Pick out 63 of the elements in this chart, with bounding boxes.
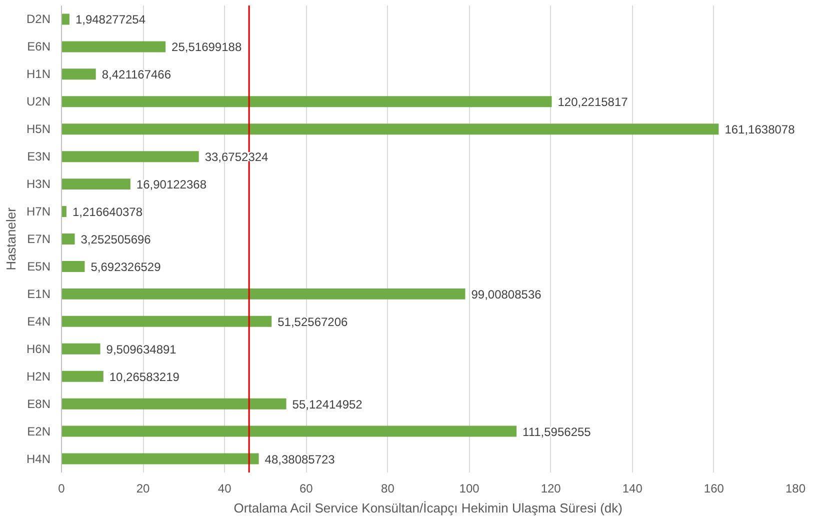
y-tick-label: H6N <box>26 342 51 356</box>
bar <box>62 316 272 327</box>
x-tick-label: 20 <box>136 482 150 496</box>
data-label: 16,90122368 <box>136 178 207 192</box>
bar <box>62 370 104 382</box>
bar <box>62 426 517 437</box>
bar <box>62 343 100 354</box>
y-tick-label: H5N <box>26 122 51 136</box>
bar <box>62 178 130 190</box>
y-tick-label: E6N <box>27 40 50 54</box>
bar <box>62 398 286 410</box>
y-tick-label: D2N <box>26 12 51 26</box>
y-axis-title: Hastaneler <box>3 206 18 270</box>
bar <box>62 124 719 135</box>
x-tick-label: 140 <box>622 482 643 496</box>
data-label: 51,52567206 <box>278 314 348 329</box>
data-label: 5,692326529 <box>90 260 162 274</box>
data-label: 111,5956255 <box>522 424 592 439</box>
data-label: 1,216640378 <box>72 205 143 220</box>
bar <box>62 288 466 300</box>
y-tick-label: H3N <box>26 177 51 192</box>
data-label: 9,509634891 <box>106 342 177 356</box>
y-tick-label: E7N <box>27 232 50 246</box>
y-tick-label: H7N <box>26 204 51 219</box>
y-tick-label: H2N <box>26 369 51 384</box>
x-tick-label: 80 <box>381 482 395 496</box>
x-tick-label: 0 <box>58 482 66 496</box>
y-tick-label: H4N <box>26 452 51 466</box>
bar <box>62 453 259 464</box>
data-label: 55,12414952 <box>292 397 363 412</box>
bar <box>62 14 70 25</box>
x-tick-label: 40 <box>218 482 232 496</box>
bar <box>62 151 199 162</box>
data-label: 48,38085723 <box>264 452 336 466</box>
bar <box>62 206 66 218</box>
data-label: 1,948277254 <box>75 12 146 27</box>
x-axis-title: Ortalama Acil Service Konsültan/İcapçı Hekimin Ulaşma Süresi (dk) <box>234 500 622 516</box>
x-tick-label: 120 <box>540 482 562 496</box>
x-tick-label: 100 <box>459 482 480 496</box>
y-tick-label: E8N <box>27 396 50 411</box>
data-label: 10,26583219 <box>109 370 180 384</box>
data-label: 3,252505696 <box>80 232 152 246</box>
x-tick-label: 180 <box>785 482 806 496</box>
y-tick-label: E2N <box>27 424 50 438</box>
data-label: 161,1638078 <box>724 122 796 137</box>
bar <box>62 68 96 80</box>
y-tick-label: E5N <box>27 259 50 274</box>
bar <box>62 260 85 272</box>
data-label: 120,2215817 <box>558 95 628 110</box>
bar <box>62 234 75 244</box>
bar <box>62 96 552 108</box>
bar <box>62 41 166 52</box>
y-tick-label: U2N <box>26 94 51 109</box>
y-tick-label: H1N <box>26 67 51 82</box>
data-label: 25,51699188 <box>172 40 242 54</box>
x-tick-label: 160 <box>704 482 724 496</box>
data-label: 8,421167466 <box>102 68 172 82</box>
x-tick-label: 60 <box>299 482 314 496</box>
y-tick-label: E3N <box>27 150 50 164</box>
data-label: 33,6752324 <box>204 150 269 164</box>
y-tick-label: E4N <box>27 314 50 328</box>
data-label: 99,00808536 <box>471 287 542 302</box>
y-tick-label: E1N <box>27 286 50 301</box>
